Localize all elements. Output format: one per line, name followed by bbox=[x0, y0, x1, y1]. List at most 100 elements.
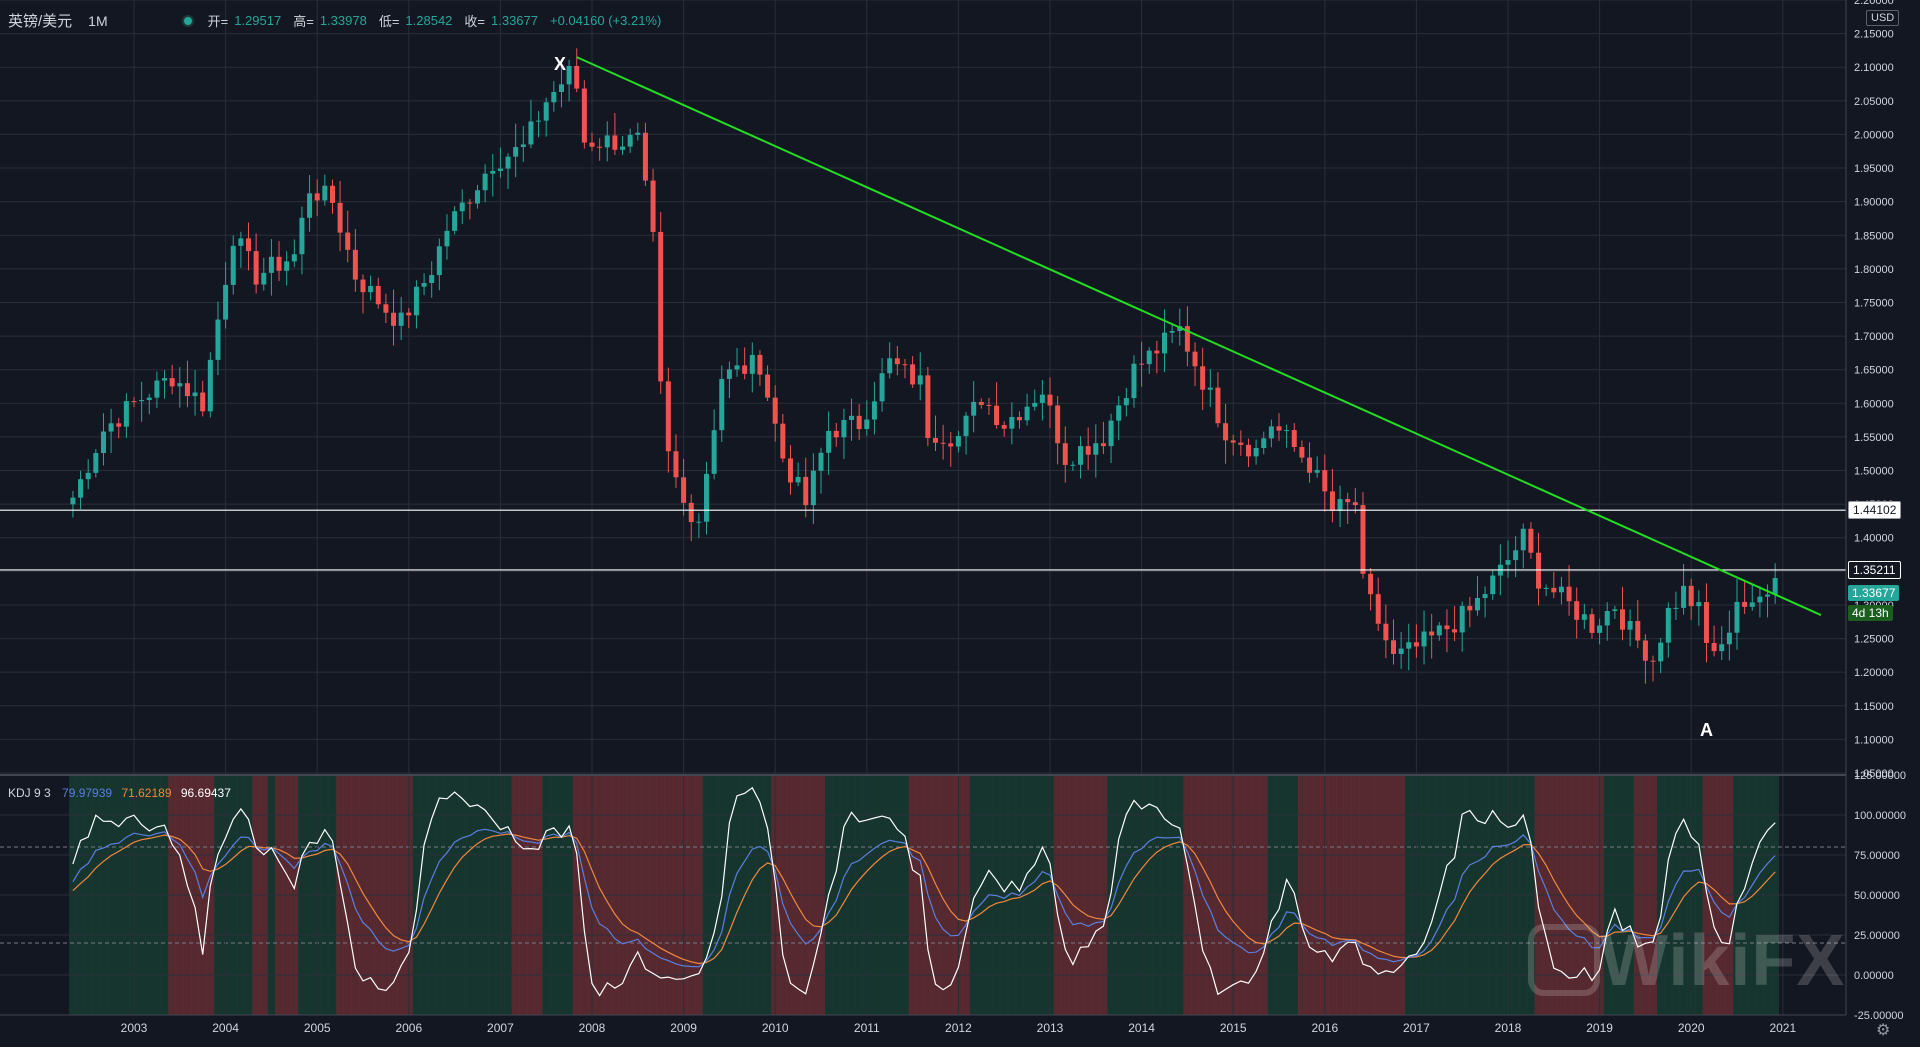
candle-down bbox=[933, 437, 938, 443]
candle-up bbox=[421, 283, 427, 287]
candle-down bbox=[581, 88, 587, 143]
candle-up bbox=[1337, 499, 1343, 511]
candle-up bbox=[1673, 607, 1679, 609]
candle-up bbox=[1268, 426, 1274, 439]
last-price-label: 1.33677 bbox=[1848, 585, 1900, 601]
candle-up bbox=[818, 452, 824, 471]
candle-down bbox=[1215, 387, 1221, 424]
candle-down bbox=[994, 405, 1000, 426]
candle-down bbox=[1551, 587, 1557, 593]
price-tick-label: 2.00000 bbox=[1854, 129, 1894, 141]
candle-up bbox=[1665, 607, 1671, 643]
candle-down bbox=[1154, 350, 1160, 354]
price-tick-label: 1.60000 bbox=[1854, 398, 1894, 410]
currency-badge[interactable]: USD bbox=[1866, 10, 1900, 26]
candle-down bbox=[1589, 614, 1595, 633]
kdj-tick-label: 125.00000 bbox=[1854, 770, 1906, 782]
candle-up bbox=[100, 431, 106, 454]
candle-down bbox=[688, 502, 694, 523]
candle-down bbox=[925, 375, 931, 438]
time-tick-label: 2013 bbox=[1037, 1021, 1064, 1035]
candle-down bbox=[467, 202, 473, 204]
open-value: 1.29517 bbox=[234, 13, 282, 28]
candle-up bbox=[1009, 417, 1015, 429]
candle-up bbox=[1146, 350, 1152, 365]
candle-down bbox=[948, 443, 954, 447]
candle-down bbox=[1062, 443, 1068, 465]
candle-up bbox=[887, 358, 893, 374]
candle-down bbox=[1329, 491, 1335, 511]
time-tick-label: 2021 bbox=[1769, 1021, 1796, 1035]
candle-up bbox=[1459, 605, 1465, 633]
price-tick-label: 1.50000 bbox=[1854, 466, 1894, 478]
candle-down bbox=[1055, 405, 1061, 444]
time-tick-label: 2005 bbox=[304, 1021, 331, 1035]
candle-up bbox=[1597, 625, 1603, 633]
candle-up bbox=[123, 401, 129, 427]
candle-down bbox=[1642, 640, 1648, 661]
close-label: 收= bbox=[464, 14, 485, 29]
candle-down bbox=[1322, 470, 1328, 492]
candle-down bbox=[910, 364, 916, 385]
candle-up bbox=[566, 65, 572, 85]
time-tick-label: 2017 bbox=[1403, 1021, 1430, 1035]
candle-down bbox=[1100, 443, 1106, 447]
candle-up bbox=[497, 168, 503, 171]
candle-up bbox=[1169, 330, 1175, 333]
candle-up bbox=[1513, 550, 1519, 561]
candle-up bbox=[1765, 594, 1771, 597]
candle-up bbox=[230, 245, 236, 285]
kdj-lines bbox=[72, 786, 1776, 997]
candle-up bbox=[627, 134, 633, 147]
price-tick-label: 1.95000 bbox=[1854, 163, 1894, 175]
candle-up bbox=[826, 430, 832, 453]
kdj-tick-label: 100.00000 bbox=[1854, 810, 1906, 822]
price-tick-label: 2.15000 bbox=[1854, 29, 1894, 41]
candle-down bbox=[314, 193, 320, 201]
candle-up bbox=[971, 401, 977, 416]
candle-up bbox=[284, 261, 290, 271]
candle-down bbox=[131, 401, 137, 403]
candle-up bbox=[207, 359, 213, 412]
gear-icon[interactable]: ⚙ bbox=[1876, 1022, 1891, 1039]
candle-up bbox=[1726, 632, 1732, 645]
trendline[interactable] bbox=[576, 56, 1822, 616]
candle-up bbox=[1070, 464, 1076, 466]
candle-up bbox=[1696, 602, 1702, 607]
timeframe[interactable]: 1M bbox=[88, 12, 108, 29]
candle-up bbox=[452, 211, 458, 231]
candle-down bbox=[1391, 640, 1396, 654]
candle-up bbox=[459, 202, 465, 212]
candle-down bbox=[1276, 426, 1282, 431]
candle-up bbox=[78, 479, 84, 498]
candle-up bbox=[620, 146, 626, 150]
candle-down bbox=[940, 442, 946, 444]
grid bbox=[0, 0, 1846, 1016]
candle-up bbox=[871, 401, 877, 420]
candle-down bbox=[1375, 594, 1381, 624]
symbol-name[interactable]: 英镑/美元 bbox=[8, 13, 73, 30]
candle-down bbox=[1467, 605, 1473, 611]
candle-up bbox=[734, 365, 740, 370]
kdj-tick-label: 75.00000 bbox=[1854, 850, 1900, 862]
candle-up bbox=[696, 521, 702, 523]
candle-up bbox=[398, 312, 404, 326]
time-tick-label: 2004 bbox=[212, 1021, 239, 1035]
candle-down bbox=[406, 312, 412, 316]
watermark: WikiFX bbox=[1600, 921, 1846, 1001]
candle-down bbox=[1703, 602, 1709, 643]
candle-up bbox=[1543, 587, 1549, 589]
candle-down bbox=[597, 146, 603, 148]
candle-down bbox=[1291, 430, 1297, 448]
candle-up bbox=[1581, 614, 1587, 620]
time-tick-label: 2019 bbox=[1586, 1021, 1613, 1035]
candle-down bbox=[345, 232, 351, 250]
candle-down bbox=[1711, 642, 1717, 652]
price-tick-label: 1.90000 bbox=[1854, 197, 1894, 209]
horizontal-levels[interactable] bbox=[0, 509, 1846, 571]
candle-up bbox=[1162, 332, 1167, 354]
kdj-legend: KDJ 9 3 79.97939 71.62189 96.69437 bbox=[8, 786, 231, 800]
candle-up bbox=[490, 170, 496, 174]
kdj-title[interactable]: KDJ 9 3 bbox=[8, 786, 51, 800]
